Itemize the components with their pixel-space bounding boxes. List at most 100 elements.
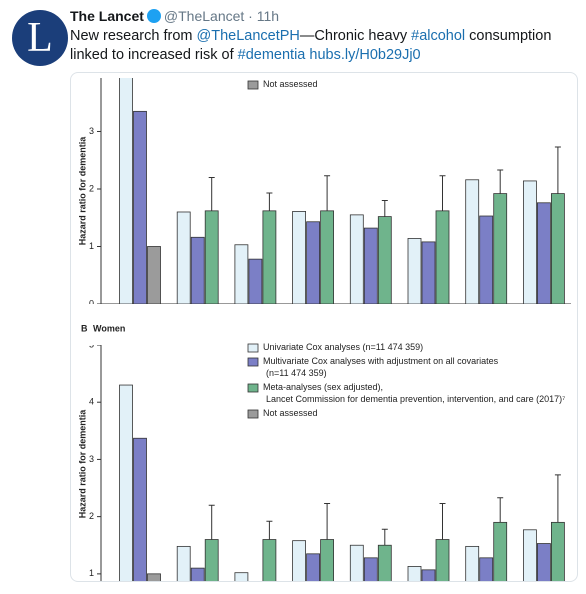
- bar: [190, 236, 205, 304]
- error-bar: [497, 497, 504, 523]
- error-bar: [208, 504, 215, 540]
- y-tick-label: 0: [89, 298, 94, 308]
- text: —Chronic heavy: [299, 28, 412, 44]
- bar: [292, 540, 307, 581]
- bar: [119, 384, 133, 581]
- bar: [421, 569, 436, 581]
- bar: [320, 539, 335, 581]
- legend-line: Univariate Cox analyses (n=11 474 359): [263, 342, 423, 352]
- legend-line: Not assessed: [263, 408, 318, 418]
- y-tick-label: 2: [89, 183, 94, 193]
- legend-line: Not assessed: [263, 79, 318, 89]
- error-bar: [554, 146, 561, 194]
- bar: [377, 216, 392, 304]
- separator: ·: [248, 8, 253, 24]
- bar: [306, 553, 321, 581]
- bar: [479, 557, 494, 581]
- bar: [147, 573, 161, 581]
- y-tick-label: 2: [89, 511, 94, 521]
- legend-label: Univariate Cox analyses (n=11 474 359): [263, 342, 423, 352]
- bar: [435, 210, 450, 304]
- bar: [493, 521, 508, 581]
- bar: [262, 539, 277, 581]
- legend-label: Multivariate Cox analyses with adjustmen…: [263, 356, 499, 378]
- tweet-header: The Lancet @TheLancet · 11h: [70, 8, 279, 24]
- error-bar: [439, 502, 446, 540]
- error-bar: [554, 474, 561, 523]
- y-tick-label: 1: [89, 241, 94, 251]
- link[interactable]: #dementia: [237, 47, 306, 63]
- bar: [550, 193, 565, 304]
- error-bar: [324, 502, 331, 540]
- bar: [465, 545, 480, 581]
- bar: [306, 221, 321, 304]
- bar: [479, 215, 494, 304]
- legend-line: Meta-analyses (sex adjusted),: [263, 382, 383, 392]
- link[interactable]: hubs.ly/H0b29Jj0: [309, 47, 421, 63]
- bar: [349, 544, 364, 581]
- error-bar: [266, 520, 273, 540]
- bar: [190, 567, 205, 581]
- avatar[interactable]: L: [12, 10, 68, 66]
- y-tick-label: 4: [89, 397, 94, 407]
- verified-badge: [146, 9, 161, 23]
- handle[interactable]: @TheLancet: [163, 8, 245, 24]
- bar: [465, 179, 480, 304]
- bar: [133, 437, 147, 581]
- bar: [435, 539, 450, 581]
- panel: 1 2 3 4 5: [89, 339, 565, 581]
- time[interactable]: 11h: [256, 8, 280, 24]
- y-tick-label: 3: [89, 126, 94, 136]
- legend-swatch: [247, 383, 259, 393]
- bar: [536, 543, 551, 581]
- y-tick-label: 3: [89, 454, 94, 464]
- text: New research from: [70, 28, 197, 44]
- legend-swatch: [247, 80, 259, 90]
- bar: [363, 227, 378, 304]
- panel: 0 1 2 3: [89, 78, 571, 308]
- y-tick-label: 5: [89, 339, 94, 349]
- bar: [493, 193, 508, 304]
- y-tick-label: 1: [89, 568, 94, 578]
- link[interactable]: @TheLancetPH: [196, 28, 300, 44]
- bar: [204, 210, 219, 304]
- legend-line: Lancet Commission for dementia preventio…: [266, 394, 565, 404]
- legend-swatch: [247, 357, 259, 367]
- bar: [536, 202, 551, 304]
- y-axis-label: Hazard ratio for dementia: [77, 136, 87, 246]
- bar: [363, 557, 378, 581]
- bar: [176, 545, 191, 581]
- author[interactable]: The Lancet: [70, 8, 144, 24]
- bar: [204, 539, 219, 581]
- legend-swatch: [247, 409, 259, 419]
- panel-subtitle: Women: [93, 323, 125, 333]
- panel-label: B: [81, 323, 88, 333]
- bar: [147, 246, 161, 304]
- bar: [349, 214, 364, 304]
- error-bar: [208, 176, 215, 211]
- bar: [320, 210, 335, 304]
- bar: [248, 258, 263, 304]
- media[interactable]: 0 1 2 3 Hazard ratio for dementia Not assesse…: [70, 72, 578, 582]
- bar: [407, 566, 422, 581]
- bar: [262, 210, 277, 304]
- error-bar: [381, 199, 388, 217]
- legend-label: Not assessed: [263, 79, 318, 89]
- legend-label: Meta-analyses (sex adjusted), Lancet Comm…: [263, 382, 565, 404]
- bar: [377, 544, 392, 581]
- bar: [176, 211, 191, 304]
- error-bar: [324, 175, 331, 211]
- bar: [522, 180, 537, 304]
- y-axis-label: Hazard ratio for dementia: [77, 409, 87, 519]
- error-bar: [439, 175, 446, 211]
- link[interactable]: #alcohol: [411, 28, 466, 44]
- bar: [119, 78, 133, 304]
- tweet-text: New research from @TheLancetPH—Chronic h…: [70, 27, 580, 65]
- bar: [522, 529, 537, 581]
- bar: [234, 244, 249, 304]
- legend-label: Not assessed: [263, 408, 318, 418]
- bar: [550, 521, 565, 581]
- error-bar: [381, 528, 388, 546]
